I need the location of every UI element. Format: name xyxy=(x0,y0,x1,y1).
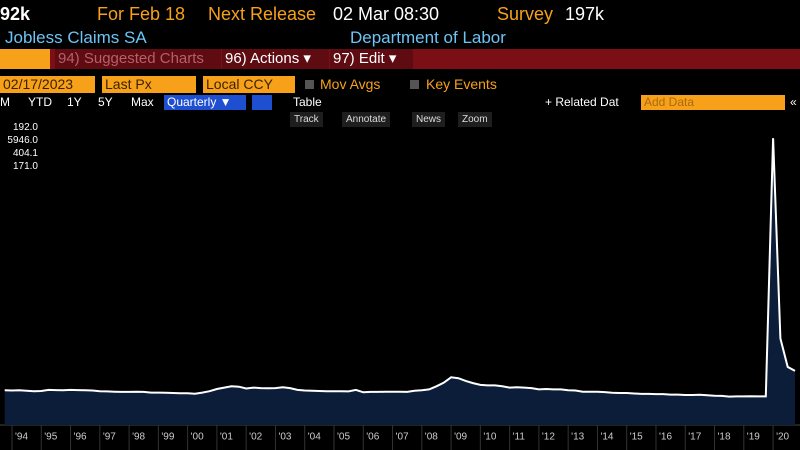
x-tick-label: '94 xyxy=(15,432,28,443)
checkbox[interactable] xyxy=(305,80,314,89)
x-tick-label: '06 xyxy=(366,432,379,443)
x-tick-label: '02 xyxy=(249,432,262,443)
x-tick-label: '13 xyxy=(571,432,584,443)
related-data[interactable]: + Related Dat xyxy=(545,95,619,109)
x-tick-label: '19 xyxy=(747,432,760,443)
legend-value: 192.0 xyxy=(12,122,38,133)
x-tick-label: '04 xyxy=(308,432,321,443)
x-tick-label: '17 xyxy=(688,432,701,443)
data-line xyxy=(4,138,796,398)
x-tick-label: '09 xyxy=(454,432,467,443)
legend-value: 404.1 xyxy=(12,148,38,159)
checkbox[interactable] xyxy=(410,80,419,89)
legend-value: 171.0 xyxy=(12,161,38,172)
area-fill xyxy=(4,138,795,425)
next-release-label: Next Release xyxy=(208,4,317,24)
last-value: 92k xyxy=(0,4,31,24)
date-input[interactable]: 02/17/2023 xyxy=(0,76,95,93)
field-select[interactable]: Last Px xyxy=(102,76,196,93)
x-tick-label: '11 xyxy=(513,432,526,443)
actions-menu[interactable]: 96) Actions ▾ xyxy=(222,49,329,69)
x-tick-label: '12 xyxy=(542,432,555,443)
x-tick-label: '20 xyxy=(776,432,789,443)
key-events[interactable]: Key Events xyxy=(426,76,497,92)
x-tick-label: '01 xyxy=(220,432,233,443)
chart-tool[interactable]: Track xyxy=(290,112,323,127)
range-button[interactable]: 5Y xyxy=(98,95,113,109)
x-tick-label: '18 xyxy=(718,432,731,443)
x-tick-label: '03 xyxy=(278,432,291,443)
survey-label: Survey xyxy=(497,4,554,24)
range-button[interactable]: YTD xyxy=(28,95,52,109)
x-tick-label: '05 xyxy=(337,432,350,443)
chart: '94 '95 '96 '97 '98 '99 '00 '01 '02 '03 '04 '05 '06 '… xyxy=(0,138,800,450)
collapse-button[interactable]: « xyxy=(790,95,797,109)
x-tick-label: '95 xyxy=(44,432,57,443)
x-tick-label: '14 xyxy=(600,432,613,443)
range-button[interactable]: 1Y xyxy=(67,95,82,109)
suggested-charts[interactable]: 94) Suggested Charts xyxy=(55,49,221,69)
for-date: For Feb 18 xyxy=(97,4,186,24)
security-source: Department of Labor xyxy=(350,28,506,47)
x-tick-label: '08 xyxy=(425,432,438,443)
x-tick-label: '99 xyxy=(161,432,174,443)
x-tick-label: '00 xyxy=(191,432,204,443)
x-tick-label: '98 xyxy=(132,432,145,443)
next-release: 02 Mar 08:30 xyxy=(333,4,440,24)
currency-select[interactable]: Local CCY xyxy=(203,76,295,93)
x-tick-label: '97 xyxy=(103,432,116,443)
menu-input[interactable] xyxy=(0,49,50,69)
x-tick-label: '96 xyxy=(74,432,87,443)
range-button[interactable]: M xyxy=(0,95,10,109)
chart-tool[interactable]: Annotate xyxy=(342,112,391,127)
chart-tool[interactable]: News xyxy=(412,112,446,127)
range-button[interactable]: Max xyxy=(131,95,154,109)
mov-avgs[interactable]: Mov Avgs xyxy=(320,76,381,92)
survey: 197k xyxy=(565,4,605,24)
x-tick-label: '10 xyxy=(483,432,496,443)
period-select[interactable]: Quarterly ▼ xyxy=(164,95,246,110)
chart-tool[interactable]: Zoom xyxy=(458,112,492,127)
x-tick-label: '16 xyxy=(659,432,672,443)
x-tick-label: '07 xyxy=(396,432,409,443)
chart-view-button[interactable] xyxy=(252,95,272,110)
table-button[interactable]: Table xyxy=(293,95,322,109)
edit-menu[interactable]: 97) Edit ▾ xyxy=(330,49,413,69)
legend-value: 5946.0 xyxy=(7,135,38,146)
add-data-input[interactable]: Add Data xyxy=(641,95,785,110)
security-name: Jobless Claims SA xyxy=(5,28,147,47)
x-tick-label: '15 xyxy=(630,432,643,443)
